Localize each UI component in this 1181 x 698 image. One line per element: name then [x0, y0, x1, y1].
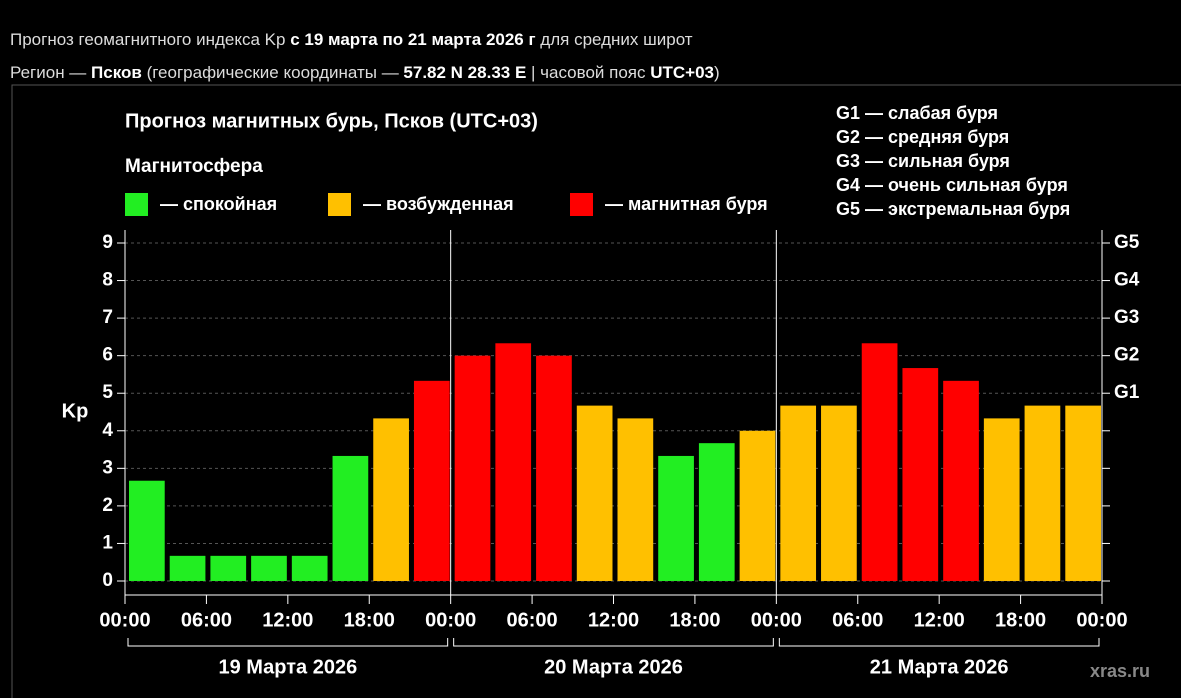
bar: [413, 380, 450, 581]
x-tick-label: 00:00: [751, 609, 802, 631]
bar: [332, 455, 369, 581]
bar: [983, 418, 1020, 581]
bar: [698, 443, 735, 581]
legend-swatch: [570, 193, 593, 216]
legend-title: Магнитосфера: [125, 156, 263, 177]
bar: [780, 405, 817, 581]
header-line-1: Прогноз геомагнитного индекса Kp с 19 ма…: [10, 10, 693, 50]
header-text: Прогноз геомагнитного индекса Kp: [10, 30, 291, 49]
y-tick-label: 2: [102, 495, 113, 516]
bar: [169, 555, 206, 581]
bar: [1065, 405, 1101, 581]
header-dates: с 19 марта по 21 марта 2026 г: [290, 30, 536, 49]
y-tick-label: 0: [102, 570, 113, 591]
bar: [617, 418, 654, 581]
chart-frame: [11, 84, 1181, 698]
x-tick-label: 18:00: [669, 609, 720, 631]
day-label: 19 Марта 2026: [218, 656, 357, 678]
chart-title: Прогноз магнитных бурь, Псков (UTC+03): [125, 110, 538, 132]
storm-scale-item: G4 — очень сильная буря: [836, 175, 1068, 195]
header-tz: UTC+03: [650, 63, 715, 82]
y2-tick-label: G1: [1114, 382, 1140, 403]
legend-label: — возбужденная: [363, 194, 514, 214]
y-tick-label: 6: [102, 345, 113, 366]
header-text: | часовой пояс: [526, 63, 651, 82]
y-tick-label: 4: [102, 420, 113, 441]
y2-tick-label: G3: [1114, 307, 1139, 328]
x-tick-label: 12:00: [588, 609, 639, 631]
day-label: 20 Марта 2026: [544, 656, 683, 678]
bar: [576, 405, 613, 581]
watermark: xras.ru: [1090, 661, 1150, 681]
bar: [129, 480, 165, 581]
header-text: (географические координаты —: [141, 63, 404, 82]
day-bracket: [127, 638, 449, 647]
bar: [373, 418, 409, 581]
x-tick-label: 06:00: [507, 609, 558, 631]
bar: [821, 405, 857, 581]
x-tick-label: 00:00: [425, 609, 476, 631]
bar: [739, 430, 776, 581]
header-text: ): [714, 63, 720, 82]
y-tick-label: 3: [102, 457, 113, 478]
header-city: Псков: [91, 63, 142, 82]
header-line-2: Регион — Псков (географические координат…: [10, 43, 720, 83]
bar: [251, 555, 287, 581]
legend-label: — спокойная: [160, 194, 277, 214]
bar: [291, 555, 328, 581]
y-axis-label: Kp: [62, 400, 89, 422]
x-tick-label: 18:00: [995, 609, 1046, 631]
bar: [210, 555, 247, 581]
y-tick-label: 8: [102, 270, 113, 291]
day-bracket: [778, 638, 1100, 647]
bar: [658, 455, 694, 581]
storm-scale-item: G5 — экстремальная буря: [836, 199, 1070, 219]
bar: [861, 343, 898, 581]
header-coords: 57.82 N 28.33 E: [403, 63, 527, 82]
legend-swatch: [125, 193, 148, 216]
y-tick-label: 1: [102, 532, 113, 553]
bar: [902, 368, 939, 581]
x-tick-label: 18:00: [344, 609, 395, 631]
bar: [536, 355, 572, 581]
storm-scale-item: G1 — слабая буря: [836, 103, 998, 123]
day-label: 21 Марта 2026: [870, 656, 1009, 678]
day-bracket: [453, 638, 774, 647]
storm-scale-item: G3 — сильная буря: [836, 151, 1010, 171]
x-tick-label: 12:00: [914, 609, 965, 631]
x-tick-label: 06:00: [181, 609, 232, 631]
storm-scale-item: G2 — средняя буря: [836, 127, 1009, 147]
y-tick-label: 5: [102, 382, 113, 403]
bar: [495, 343, 532, 581]
bar: [943, 380, 979, 581]
x-tick-label: 12:00: [262, 609, 313, 631]
y-tick-label: 7: [102, 307, 113, 328]
x-tick-label: 00:00: [99, 609, 150, 631]
y-tick-label: 9: [102, 232, 113, 253]
legend-swatch: [328, 193, 351, 216]
y2-tick-label: G2: [1114, 345, 1139, 366]
header-text: Регион —: [10, 63, 92, 82]
y2-tick-label: G5: [1114, 232, 1140, 253]
legend-label: — магнитная буря: [605, 194, 768, 214]
x-tick-label: 06:00: [832, 609, 883, 631]
x-tick-label: 00:00: [1076, 609, 1127, 631]
y2-tick-label: G4: [1114, 270, 1140, 291]
bar: [1024, 405, 1061, 581]
header-text: для средних широт: [535, 30, 693, 49]
bar: [454, 355, 491, 581]
